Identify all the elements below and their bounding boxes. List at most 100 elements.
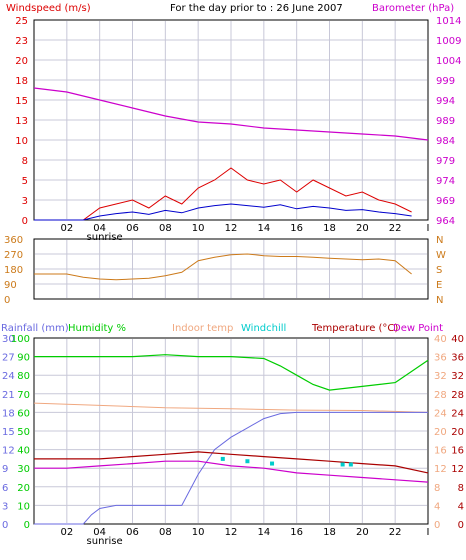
temperature-line	[34, 451, 429, 474]
indoor-tick-label: 8	[434, 483, 440, 494]
x-tick-label: 20	[356, 527, 369, 538]
barometer-tick-label: 984	[436, 136, 455, 147]
temperature-tick-label: 16	[451, 446, 464, 457]
indoor-tick-label: 24	[434, 408, 447, 419]
windspeed-tick-label: 5	[22, 176, 28, 187]
humidity-tick-label: 20	[17, 483, 30, 494]
humidity-line	[34, 354, 429, 391]
windspeed-tick-label: 15	[15, 96, 28, 107]
windchill-point	[270, 461, 275, 466]
humidity-tick-label: 80	[17, 371, 30, 382]
windchill-point	[348, 462, 353, 467]
humidity-tick-label: 30	[17, 464, 30, 475]
windspeed-tick-label: 18	[15, 76, 28, 87]
direction-tick-label: 360	[4, 235, 23, 246]
rainfall-tick-label: 9	[2, 464, 8, 475]
humidity-tick-label: 70	[17, 390, 30, 401]
indoor-tick-label: 16	[434, 446, 447, 457]
barometer-tick-label: 1004	[436, 56, 461, 67]
temperature-tick-label: 32	[451, 371, 464, 382]
sunrise-label: sunrise	[87, 232, 123, 243]
temperature-tick-label: 36	[451, 353, 464, 364]
direction-tick-label: 0	[4, 295, 10, 306]
humidity-tick-label: 50	[17, 427, 30, 438]
barometer-tick-label: 964	[436, 216, 455, 227]
x-tick-end-label: I	[427, 223, 430, 234]
barometer-tick-label: 974	[436, 176, 455, 187]
x-tick-label: 12	[225, 223, 238, 234]
humidity-tick-label: 10	[17, 501, 30, 512]
windspeed-axis-label: Windspeed (m/s)	[6, 3, 91, 14]
barometer-tick-label: 969	[436, 196, 455, 207]
windspeed-tick-label: 10	[15, 136, 28, 147]
windspeed-tick-label: 8	[22, 156, 28, 167]
rainfall-tick-label: 12	[2, 446, 15, 457]
panel-temp-frame	[33, 337, 429, 525]
humidity-tick-label: 60	[17, 408, 30, 419]
legend-humidity: Humidity %	[68, 323, 126, 334]
temperature-tick-label: 24	[451, 408, 464, 419]
series-layer	[33, 87, 429, 525]
barometer-line	[33, 87, 429, 141]
rainfall-tick-label: 24	[2, 371, 15, 382]
indoor-tick-label: 40	[434, 334, 447, 345]
sunrise-label: sunrise	[87, 536, 123, 547]
panel-wind-baro-frame	[33, 19, 429, 221]
x-tick-label: 10	[192, 527, 205, 538]
temperature-tick-label: 28	[451, 390, 464, 401]
rainfall-tick-label: 27	[2, 353, 15, 364]
x-tick-label: 02	[60, 527, 73, 538]
indoor-tick-label: 32	[434, 371, 447, 382]
x-tick-label: 06	[126, 527, 139, 538]
dewpoint-line	[34, 460, 429, 483]
rainfall-tick-label: 18	[2, 408, 15, 419]
x-tick-label: 16	[290, 527, 303, 538]
x-tick-label: 04	[93, 527, 106, 538]
indoor-temp-line	[33, 402, 429, 413]
x-tick-label: 08	[159, 223, 172, 234]
grid-layer	[35, 21, 427, 523]
barometer-axis-label: Barometer (hPa)	[372, 3, 454, 14]
barometer-tick-label: 994	[436, 96, 455, 107]
x-tick-label: 20	[356, 223, 369, 234]
x-tick-label: 14	[257, 527, 270, 538]
x-tick-label: 12	[225, 527, 238, 538]
barometer-tick-label: 979	[436, 156, 455, 167]
x-tick-label: 08	[159, 527, 172, 538]
indoor-tick-label: 4	[434, 501, 440, 512]
humidity-tick-label: 100	[11, 334, 30, 345]
x-tick-end-label: I	[427, 527, 430, 538]
x-tick-label: 18	[323, 223, 336, 234]
barometer-tick-label: 999	[436, 76, 455, 87]
windspeed-tick-label: 0	[22, 216, 28, 227]
windchill-point	[220, 456, 225, 461]
rainfall-tick-label: 15	[2, 427, 15, 438]
x-tick-label: 22	[389, 527, 402, 538]
compass-tick-label: N	[436, 295, 443, 306]
windchill-point	[340, 462, 345, 467]
x-tick-label: 14	[257, 223, 270, 234]
chart-title: For the day prior to : 26 June 2007	[170, 3, 343, 14]
indoor-tick-label: 36	[434, 353, 447, 364]
temperature-tick-label: 0	[458, 520, 464, 531]
compass-tick-label: N	[436, 235, 443, 246]
temperature-tick-label: 40	[451, 334, 464, 345]
compass-tick-label: W	[436, 250, 446, 261]
windspeed-gust-line	[34, 167, 412, 221]
temperature-tick-label: 12	[451, 464, 464, 475]
rainfall-tick-label: 0	[2, 520, 8, 531]
indoor-tick-label: 28	[434, 390, 447, 401]
legend-rainfall: Rainfall (mm)	[1, 323, 69, 334]
rainfall-tick-label: 6	[2, 483, 8, 494]
x-tick-label: 02	[60, 223, 73, 234]
windspeed-tick-label: 23	[15, 36, 28, 47]
compass-tick-label: E	[436, 280, 442, 291]
barometer-tick-label: 1009	[436, 36, 461, 47]
rainfall-tick-label: 21	[2, 390, 15, 401]
legend-windchill: Windchill	[241, 323, 286, 334]
x-tick-label: 22	[389, 223, 402, 234]
barometer-tick-label: 1014	[436, 16, 461, 27]
x-tick-label: 10	[192, 223, 205, 234]
